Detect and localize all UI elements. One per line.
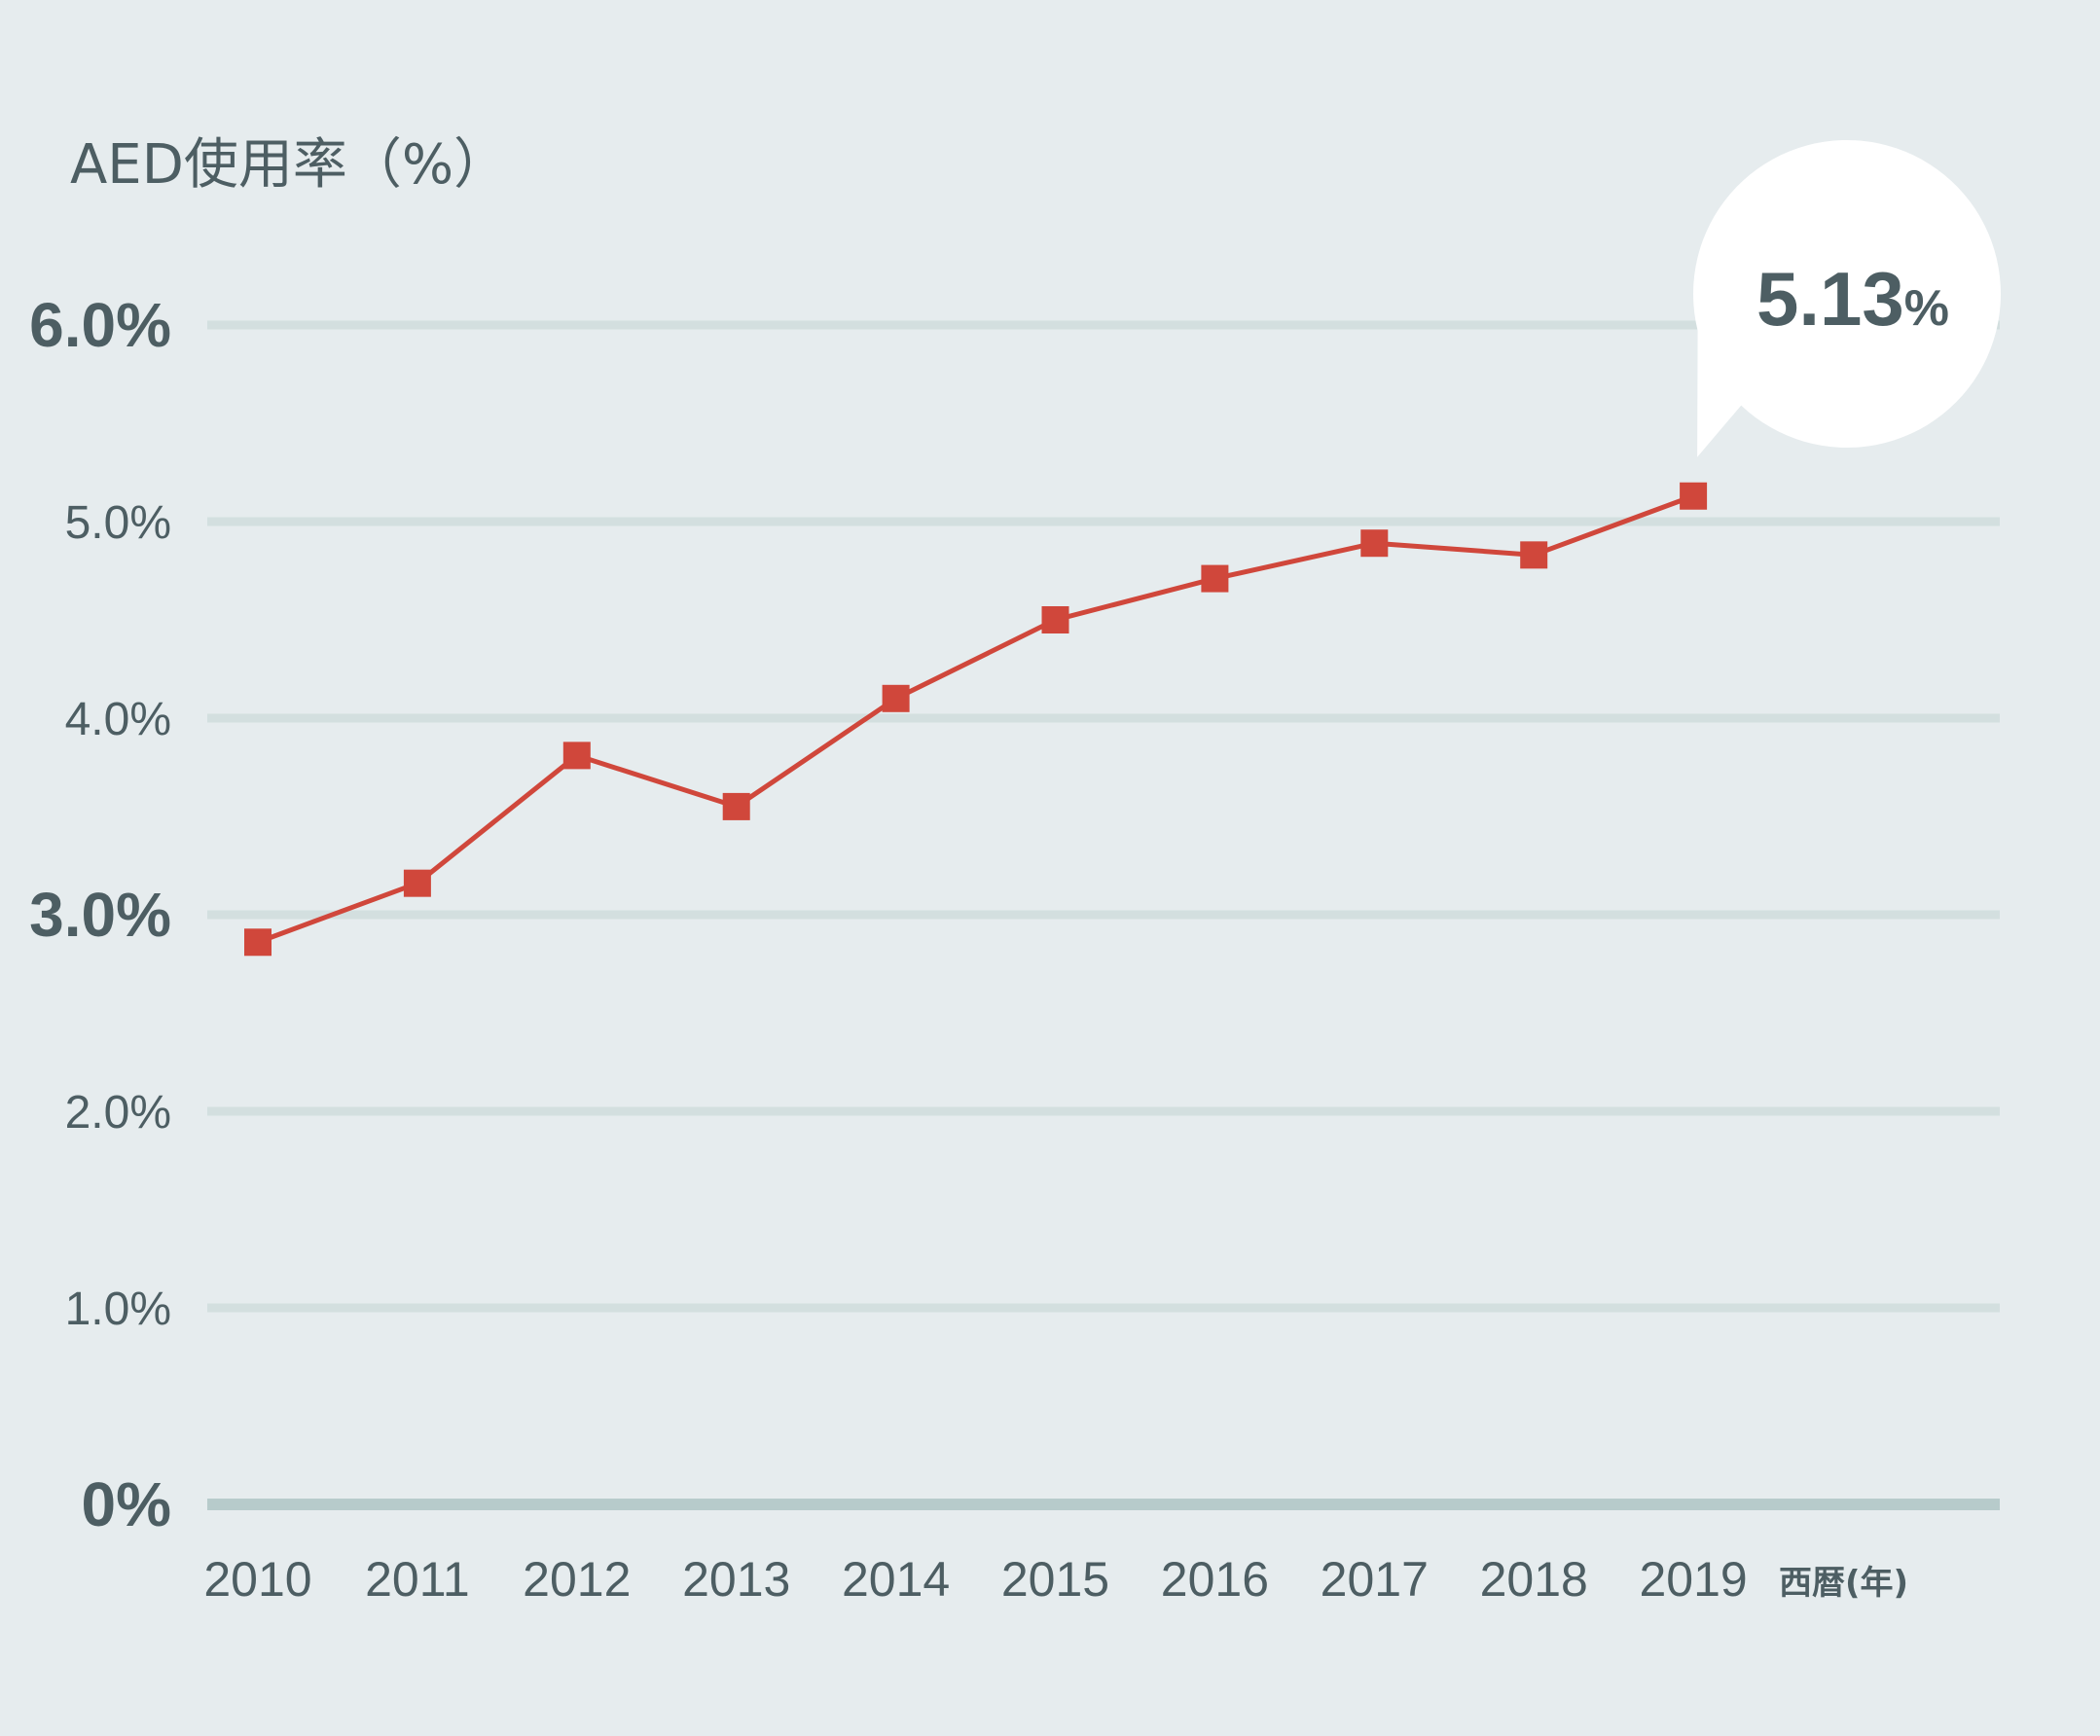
data-point-marker xyxy=(244,928,272,957)
data-point-marker xyxy=(882,684,910,712)
data-point-marker xyxy=(562,741,591,770)
callout-bubble xyxy=(1692,139,2002,457)
x-tick-label: 2012 xyxy=(523,1552,631,1607)
x-tick-label: 2014 xyxy=(842,1552,950,1607)
y-tick-label: 2.0% xyxy=(65,1087,171,1139)
x-tick-label: 2017 xyxy=(1321,1552,1429,1607)
data-point-marker xyxy=(1360,529,1389,558)
gridlines xyxy=(207,320,2000,1510)
chart-title: AED使用率（%） xyxy=(70,133,508,197)
x-tick-label: 2010 xyxy=(203,1552,311,1607)
y-tick-label: 1.0% xyxy=(65,1284,171,1335)
y-tick-label: 3.0% xyxy=(29,880,171,950)
data-point-marker xyxy=(1520,541,1548,569)
y-tick-label: 5.0% xyxy=(65,497,171,549)
x-axis-ticks: 2010 2011 2012 2013 2014 2015 2016 2017 2018 2019 xyxy=(203,1552,1747,1607)
callout-number: 5.13 xyxy=(1756,256,1904,342)
value-callout: 5.13% xyxy=(1692,139,2002,457)
series-layer xyxy=(244,482,1708,957)
callout-unit: % xyxy=(1904,280,1949,337)
x-tick-label: 2015 xyxy=(1001,1552,1109,1607)
data-point-marker xyxy=(1201,564,1229,593)
x-tick-label: 2013 xyxy=(682,1552,790,1607)
x-tick-label: 2016 xyxy=(1161,1552,1269,1607)
series-line xyxy=(257,493,1694,945)
data-point-marker xyxy=(1041,606,1069,633)
y-tick-label: 6.0% xyxy=(29,290,171,360)
x-tick-label: 2018 xyxy=(1480,1552,1588,1607)
x-axis-unit-label: 西暦(年) xyxy=(1779,1564,1908,1603)
x-tick-label: 2019 xyxy=(1639,1552,1747,1607)
y-tick-label: 4.0% xyxy=(65,694,171,745)
data-point-marker xyxy=(1680,482,1708,510)
x-tick-label: 2011 xyxy=(365,1552,470,1607)
data-point-marker xyxy=(403,869,431,897)
callout-value-label: 5.13% xyxy=(1756,256,1949,342)
y-axis-ticks: 0% 1.0% 2.0% 3.0% 4.0% 5.0% 6.0% xyxy=(29,290,171,1539)
y-tick-label: 0% xyxy=(82,1469,172,1539)
data-point-marker xyxy=(722,792,750,820)
